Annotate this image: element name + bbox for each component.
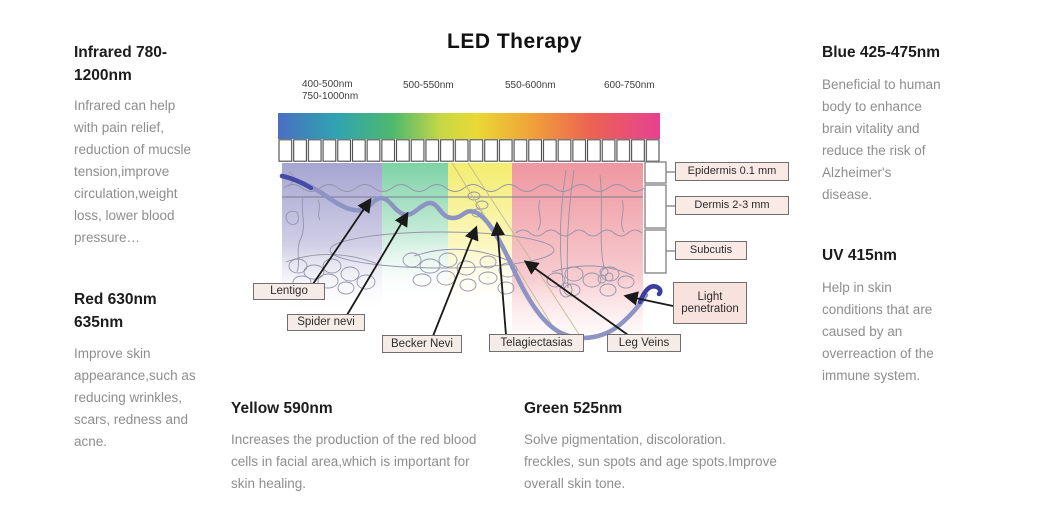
led-array-teeth <box>278 139 660 162</box>
layer-brackets <box>644 161 676 274</box>
wavelength-label-green: 500-550nm <box>403 80 454 91</box>
heading-blue: Blue 425-475nm <box>822 44 941 61</box>
body-yellow: Increases the production of the red bloo… <box>231 432 477 491</box>
label-leg-veins: Leg Veins <box>607 334 681 352</box>
label-becker-nevi: Becker Nevi <box>382 335 462 353</box>
page-title: LED Therapy <box>447 30 583 53</box>
label-light-penetration: Light penetration <box>673 282 747 324</box>
body-infrared: Infrared can help with pain relief, redu… <box>74 98 192 245</box>
spectrum-bar <box>278 113 660 139</box>
body-blue: Beneficial to human body to enhance brai… <box>822 77 941 202</box>
heading-red: Red 630nm 635nm <box>74 291 157 331</box>
label-telagiectasias: Telagiectasias <box>489 334 584 352</box>
wavelength-label-red: 600-750nm <box>604 80 655 91</box>
wavelength-label-blue: 400-500nm 750-1000nm <box>302 79 359 102</box>
heading-uv: UV 415nm <box>822 247 897 264</box>
wavelength-label-yellow: 550-600nm <box>505 80 556 91</box>
body-uv: Help in skin conditions that are caused … <box>822 280 934 383</box>
annotation-arrows <box>312 197 674 337</box>
body-green: Solve pigmentation, discoloration. freck… <box>524 432 777 491</box>
heading-green: Green 525nm <box>524 400 623 417</box>
label-spider-nevi: Spider nevi <box>287 314 365 331</box>
body-red: Improve skin appearance,such as reducing… <box>74 346 196 449</box>
heading-infrared: Infrared 780- 1200nm <box>74 44 168 84</box>
skin-sketch <box>282 162 645 343</box>
label-lentigo: Lentigo <box>253 283 325 300</box>
label-dermis: Dermis 2-3 mm <box>675 196 789 215</box>
heading-yellow: Yellow 590nm <box>231 400 333 417</box>
label-epidermis: Epidermis 0.1 mm <box>675 162 789 181</box>
label-subcutis: Subcutis <box>675 241 747 260</box>
